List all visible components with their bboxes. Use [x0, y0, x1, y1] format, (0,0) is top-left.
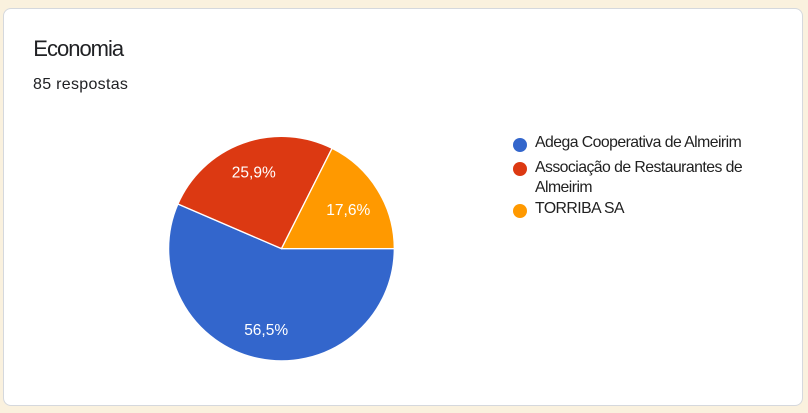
svg-text:25,9%: 25,9% — [232, 165, 276, 182]
svg-text:17,6%: 17,6% — [326, 202, 370, 219]
svg-text:56,5%: 56,5% — [244, 322, 288, 339]
